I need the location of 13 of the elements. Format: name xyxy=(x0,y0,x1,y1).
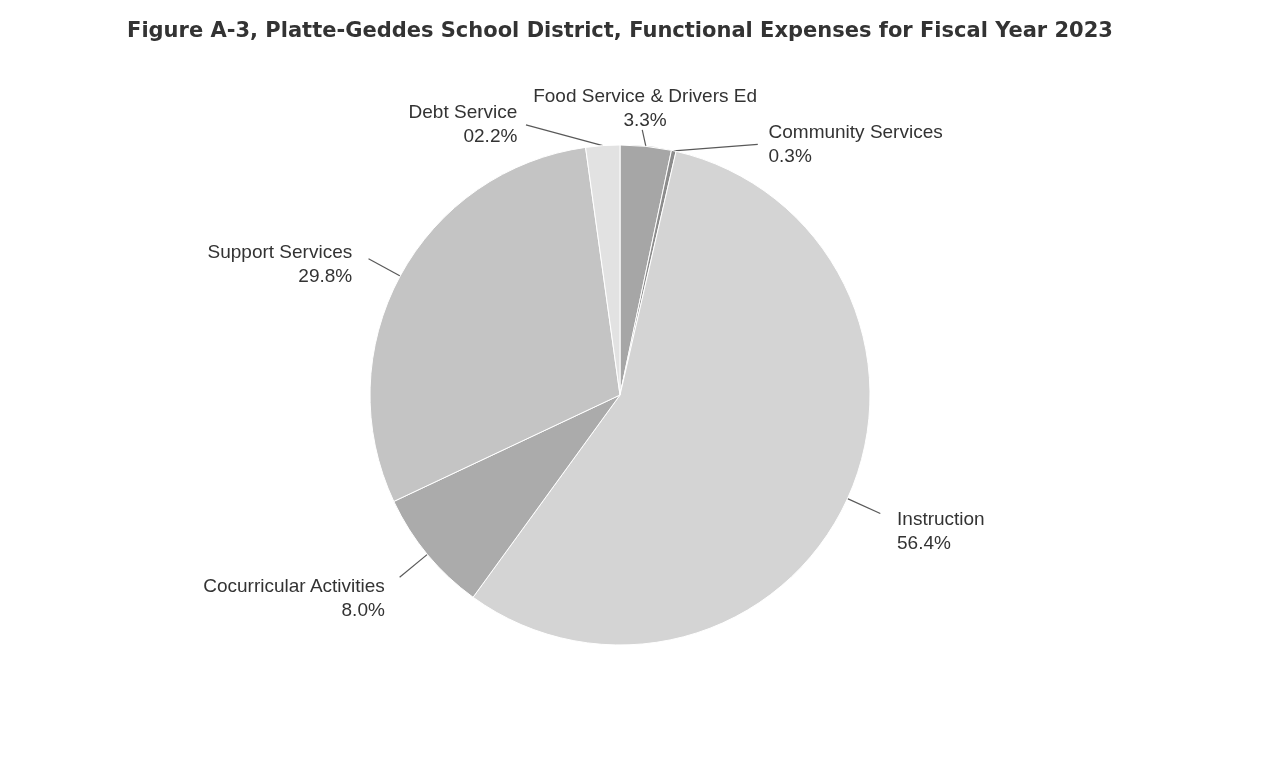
data-label: 02.2% xyxy=(463,124,518,146)
data-label: 3.3% xyxy=(623,109,667,131)
data-label: 8.0% xyxy=(341,599,385,621)
slice-label: Community Services xyxy=(768,121,943,143)
chart-title: Figure A-3, Platte-Geddes School District, Functional Expenses for Fiscal Year 2023 xyxy=(127,18,1113,42)
slice-label: Support Services xyxy=(207,241,353,263)
slice-label: Debt Service xyxy=(408,100,518,122)
data-label: 56.4% xyxy=(897,532,952,554)
slice-label: Food Service & Drivers Ed xyxy=(533,85,758,107)
slice-label: Cocurricular Activities xyxy=(203,575,385,597)
data-label: 29.8% xyxy=(298,265,353,287)
data-label: 0.3% xyxy=(768,145,812,167)
slice-label: Instruction xyxy=(897,508,985,530)
